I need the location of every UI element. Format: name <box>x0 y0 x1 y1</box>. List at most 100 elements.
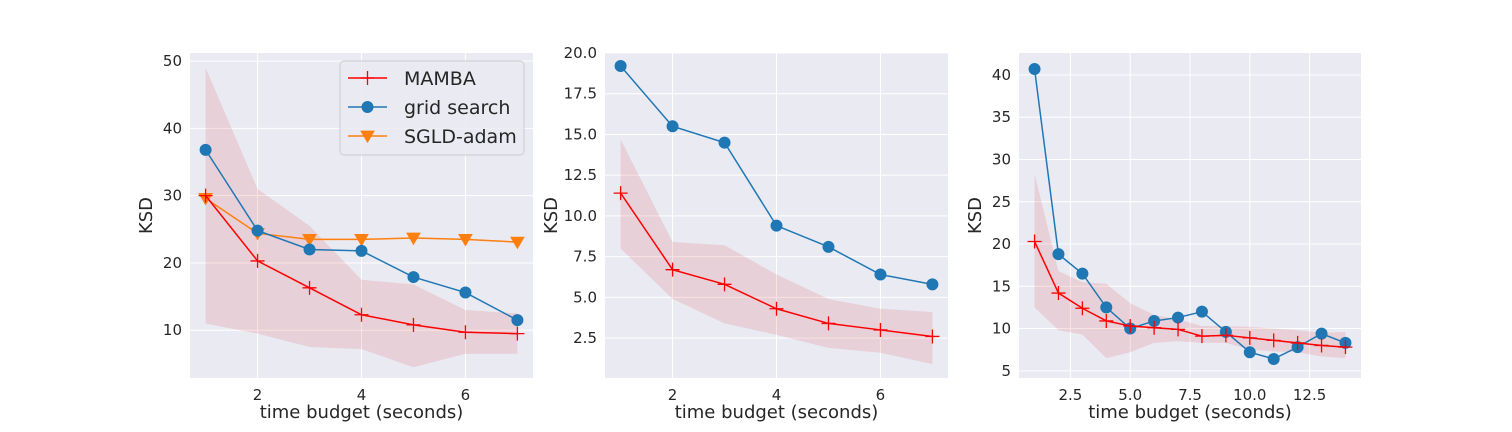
data-point-grid-search <box>614 60 627 73</box>
data-point-mamba <box>1075 301 1090 316</box>
y-tick-label: 17.5 <box>564 85 597 103</box>
data-point-mamba <box>665 262 680 277</box>
data-point-mamba <box>458 325 473 340</box>
data-point-mamba <box>1147 320 1162 335</box>
data-point-sgld-adam <box>354 234 369 247</box>
chart-panel-1: 2 4 6 10 20 30 40 50 time budget (seconds) KSD MAM… <box>136 52 533 423</box>
legend-box <box>339 60 525 156</box>
y-tick-label: 5 <box>1001 362 1011 380</box>
legend-label-mamba: MAMBA <box>404 68 476 90</box>
data-point-sgld-adam <box>406 232 421 246</box>
y-tick-label: 40 <box>163 119 182 137</box>
y-tick-label: 15.0 <box>564 125 597 143</box>
data-point-mamba <box>1218 328 1233 343</box>
legend-marker-grid-search <box>361 101 374 113</box>
data-point-mamba <box>1099 313 1114 328</box>
data-point-grid-search <box>770 219 783 232</box>
y-tick-label: 40 <box>992 66 1011 84</box>
y-tick-label: 5.0 <box>573 288 597 306</box>
data-point-mamba <box>1242 330 1257 345</box>
data-point-grid-search <box>1243 346 1256 359</box>
y-tick-label: 2.5 <box>573 329 597 347</box>
data-point-mamba <box>769 301 784 316</box>
legend-label-sgld-adam: SGLD-adam <box>404 126 517 148</box>
y-tick-label: 50 <box>163 52 182 70</box>
x-tick-label: 6 <box>461 386 471 404</box>
y-tick-label: 10.0 <box>564 207 597 225</box>
y-axis-label: KSD <box>965 197 986 234</box>
data-point-grid-search <box>666 120 679 133</box>
data-point-mamba <box>510 326 525 341</box>
confidence-band-mamba <box>620 139 933 365</box>
data-point-grid-search <box>1267 352 1280 365</box>
data-point-grid-search <box>511 314 524 327</box>
y-tick-label: 7.5 <box>573 248 597 266</box>
data-point-grid-search <box>1076 267 1089 280</box>
y-axis-label: KSD <box>541 197 562 234</box>
data-point-mamba <box>354 307 369 322</box>
data-point-mamba <box>613 186 628 201</box>
data-point-grid-search <box>1100 301 1113 314</box>
data-point-grid-search <box>822 240 835 253</box>
x-tick-label: 2 <box>253 386 263 404</box>
data-point-mamba <box>873 322 888 337</box>
data-point-mamba <box>821 316 836 331</box>
data-point-grid-search <box>407 271 420 284</box>
x-tick-label: 4 <box>357 386 367 404</box>
y-tick-label: 35 <box>992 108 1011 126</box>
y-tick-label: 30 <box>992 151 1011 169</box>
data-point-sgld-adam <box>510 236 525 250</box>
data-point-grid-search <box>459 286 472 299</box>
y-tick-label: 25 <box>992 193 1011 211</box>
x-axis-label: time budget (seconds) <box>1088 402 1292 423</box>
data-point-mamba <box>1338 340 1353 355</box>
x-tick-label: 7.5 <box>1178 386 1202 404</box>
data-point-mamba <box>1051 286 1066 301</box>
legend-marker-mamba <box>360 71 375 85</box>
data-point-grid-search <box>718 136 731 149</box>
x-tick-label: 4 <box>772 386 782 404</box>
data-point-grid-search <box>1028 63 1041 76</box>
data-point-mamba <box>1314 338 1329 353</box>
y-tick-label: 20 <box>992 235 1011 253</box>
data-point-grid-search <box>355 244 368 257</box>
data-point-mamba <box>1027 234 1042 249</box>
data-point-grid-search <box>199 143 212 156</box>
data-point-mamba <box>198 188 213 203</box>
data-point-grid-search <box>1052 248 1065 261</box>
y-tick-label: 20 <box>163 254 182 272</box>
x-tick-label: 10.0 <box>1233 386 1266 404</box>
x-tick-label: 2 <box>668 386 678 404</box>
data-point-mamba <box>1194 329 1209 344</box>
y-tick-label: 15 <box>992 277 1011 295</box>
data-point-grid-search <box>1315 327 1328 340</box>
y-tick-label: 10 <box>163 321 182 339</box>
data-point-mamba <box>1266 333 1281 348</box>
legend-label-grid-search: grid search <box>404 97 510 119</box>
y-tick-label: 20.0 <box>564 44 597 62</box>
data-point-mamba <box>1123 319 1138 334</box>
y-tick-label: 12.5 <box>564 166 597 184</box>
data-point-grid-search <box>874 268 887 281</box>
data-point-grid-search <box>1195 305 1208 318</box>
data-point-mamba <box>406 317 421 332</box>
x-tick-label: 6 <box>876 386 886 404</box>
chart-panel-2: 2 4 6 2.5 5.0 7.5 10.0 12.5 15.0 17.5 20.0 time bud… <box>541 44 948 423</box>
y-tick-label: 30 <box>163 187 182 205</box>
y-axis-label: KSD <box>136 197 157 234</box>
x-tick-label: 5.0 <box>1118 386 1142 404</box>
confidence-band-mamba <box>205 67 518 368</box>
data-point-grid-search <box>1172 311 1185 324</box>
data-point-grid-search <box>251 224 264 237</box>
legend: MAMBA grid search SGLD-adam <box>339 60 525 156</box>
data-point-sgld-adam <box>302 234 317 247</box>
data-point-grid-search <box>303 243 316 256</box>
data-point-mamba <box>250 253 265 268</box>
legend-marker-sgld-adam <box>360 130 375 144</box>
x-tick-label: 12.5 <box>1293 386 1326 404</box>
data-point-mamba <box>925 329 940 344</box>
x-tick-label: 2.5 <box>1058 386 1082 404</box>
data-point-mamba <box>1290 335 1305 350</box>
data-point-sgld-adam <box>458 234 473 247</box>
